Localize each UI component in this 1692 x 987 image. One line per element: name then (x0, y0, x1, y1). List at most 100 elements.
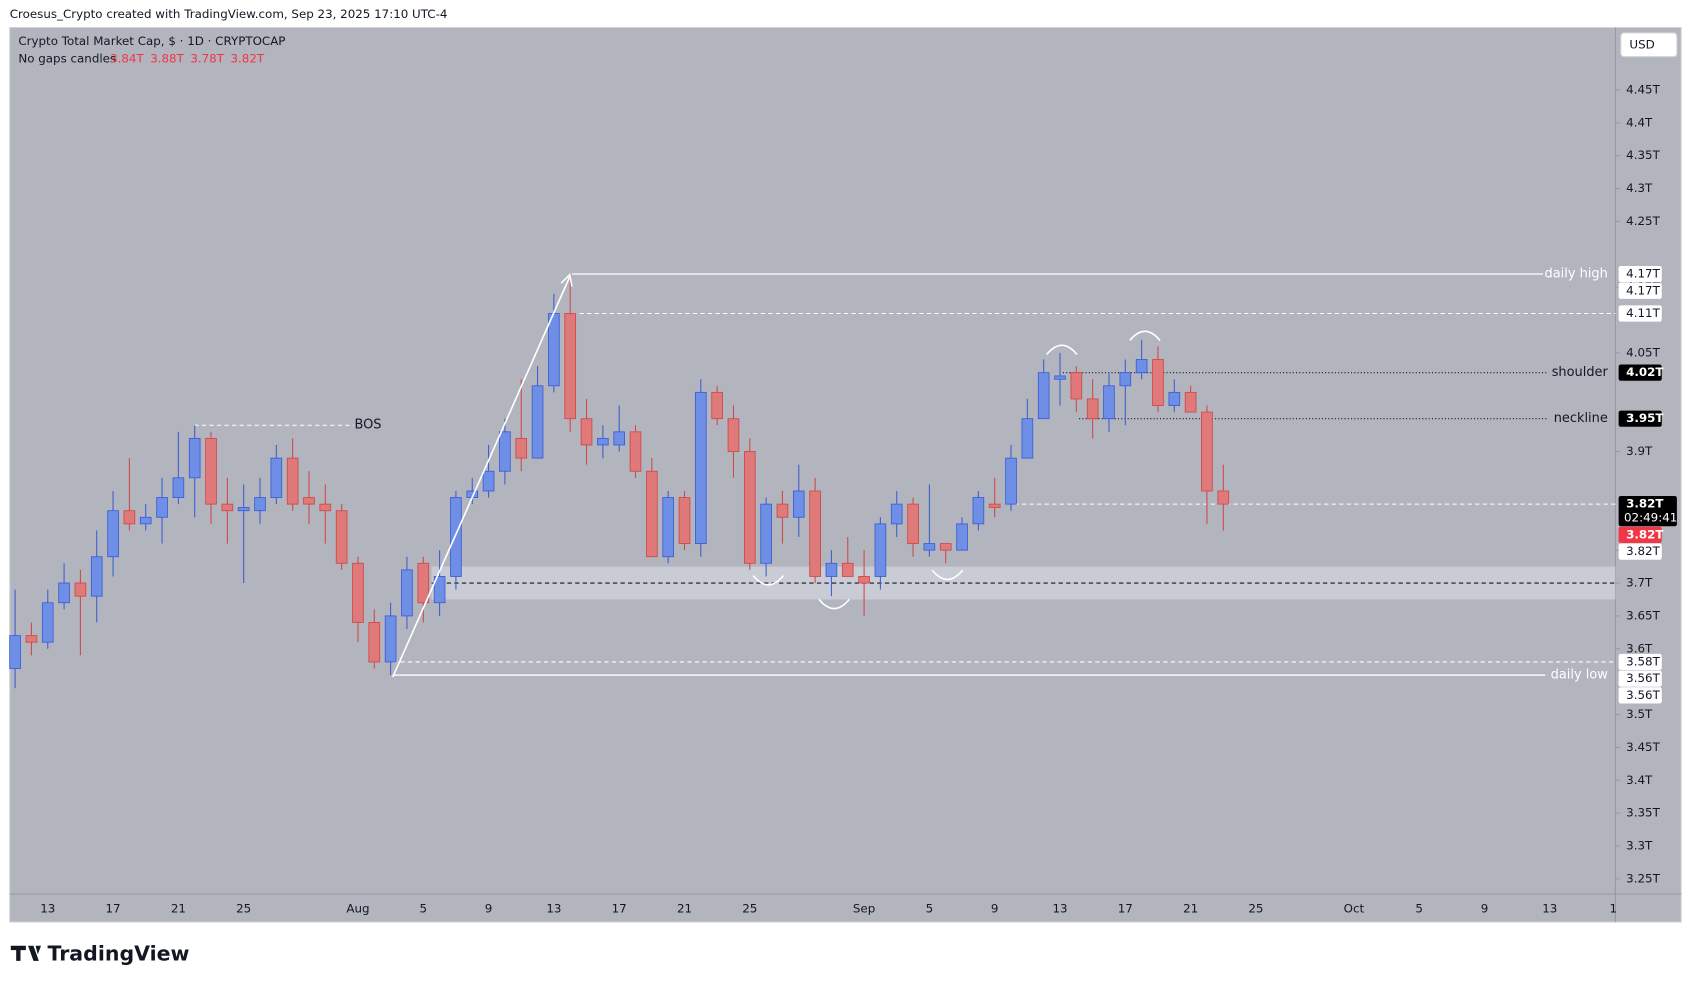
price-axis: 4.45T4.4T4.35T4.3T4.25T4.15T4.05T3.9T3.7… (1615, 82, 1677, 885)
price-tag-label: 4.02T (1626, 365, 1664, 379)
candle-body (1070, 372, 1083, 400)
x-tick-label: 13 (546, 902, 561, 916)
candle-body (352, 562, 364, 623)
x-tick-label: 13 (1052, 902, 1067, 916)
candle-body (1135, 359, 1148, 374)
candle-body (678, 497, 691, 545)
candle-body (107, 510, 119, 558)
y-tick-label: 4.35T (1626, 148, 1660, 162)
arc (818, 598, 850, 610)
y-tick-label: 4.45T (1626, 82, 1660, 96)
candle-body (597, 437, 609, 446)
y-tick-label: 3.9T (1626, 444, 1653, 458)
candle-body (1037, 372, 1050, 420)
candle-body (1119, 372, 1132, 387)
currency-button[interactable] (1620, 32, 1678, 58)
candle-body (254, 497, 266, 512)
y-tick-label: 3.6T (1626, 641, 1653, 655)
candle-body (907, 503, 919, 545)
y-tick-label: 4.4T (1626, 115, 1653, 129)
x-tick-label: 17 (1118, 902, 1133, 916)
candle-body (433, 576, 446, 604)
price-tag (1618, 410, 1662, 427)
x-tick-label: 17 (106, 902, 121, 916)
arc (1129, 330, 1161, 341)
candle-body (809, 490, 821, 577)
price-tag (1618, 653, 1662, 671)
price-tag (1618, 305, 1662, 322)
ohlc-value: 3.84T (110, 51, 144, 65)
price-tag (1618, 496, 1677, 527)
candle-body (956, 523, 968, 551)
candle-body (1201, 411, 1213, 492)
candle-body (564, 313, 577, 420)
candle-body (270, 457, 283, 498)
x-tick-label: 1 (1609, 902, 1617, 916)
y-tick-label: 3.35T (1626, 806, 1660, 820)
candle-body (25, 635, 38, 643)
price-tag (1618, 543, 1662, 560)
candle-body (74, 582, 87, 597)
x-tick-label: 13 (40, 902, 55, 916)
candle-body (1086, 398, 1099, 420)
candle-body (286, 457, 299, 505)
candle-body (548, 313, 560, 387)
candle-body (629, 431, 642, 472)
arrow-head (560, 272, 573, 287)
y-tick-label: 3.3T (1626, 839, 1653, 853)
candle-body (9, 635, 21, 669)
arc (752, 575, 785, 586)
chart-title: Crypto Total Market Cap, $ · 1D · CRYPTO… (18, 34, 285, 48)
candle-body (939, 543, 952, 551)
price-tag-label: 4.11T (1626, 306, 1660, 320)
price-tag (1618, 526, 1662, 543)
ohlc-value: 3.88T (150, 51, 184, 65)
candle-body (743, 451, 756, 564)
x-tick-label: 5 (926, 902, 934, 916)
y-tick-label: 3.45T (1626, 740, 1660, 754)
candle-body (515, 437, 528, 459)
currency[interactable]: USD (1629, 37, 1654, 51)
candle-body (90, 556, 103, 597)
candle-body (760, 503, 772, 564)
candle-body (531, 385, 544, 459)
candle-body (727, 418, 740, 452)
levels: daily high shoulder neckline BOS daily low (194, 264, 1616, 685)
countdown: 02:49:41 (1624, 511, 1677, 525)
ohlc-legend: 3.84T 3.88T 3.78T 3.82T (110, 51, 265, 65)
ohlc-value: 3.82T (230, 51, 264, 65)
candle-body (874, 523, 887, 577)
level-label: neckline (1554, 411, 1608, 426)
y-tick-label: 3.4T (1626, 773, 1653, 787)
credit: Croesus_Crypto created with TradingView.… (10, 7, 448, 21)
candle-body (335, 510, 348, 564)
candle-body (368, 622, 381, 663)
trend-arrow (392, 276, 571, 678)
drawings (392, 272, 1161, 678)
candle-body (401, 569, 413, 617)
candle-body (1054, 375, 1066, 380)
price-tag-label: 3.82T (1626, 497, 1664, 511)
candle-body (792, 490, 805, 518)
level-label: daily low (1551, 668, 1609, 683)
x-tick-label: 17 (612, 902, 627, 916)
price-tag (1618, 687, 1662, 704)
x-tick-label: 25 (236, 902, 251, 916)
candle-body (825, 562, 838, 577)
price-tag-label: 3.56T (1626, 671, 1660, 685)
ohlc-value: 3.78T (190, 51, 224, 65)
candle-body (694, 391, 707, 545)
y-tick-label: 3.25T (1626, 871, 1660, 885)
candle-body (1021, 418, 1034, 459)
y-tick-label: 4.3T (1626, 181, 1653, 195)
candle-body (450, 497, 462, 577)
arc (931, 569, 964, 581)
x-tick-label: 9 (991, 902, 999, 916)
candle-body (188, 437, 201, 479)
level-label: daily high (1545, 267, 1608, 282)
price-tag-label: 4.17T (1626, 283, 1660, 297)
candle-body (923, 543, 936, 551)
candle-body (58, 582, 70, 604)
price-tag (1618, 265, 1662, 283)
